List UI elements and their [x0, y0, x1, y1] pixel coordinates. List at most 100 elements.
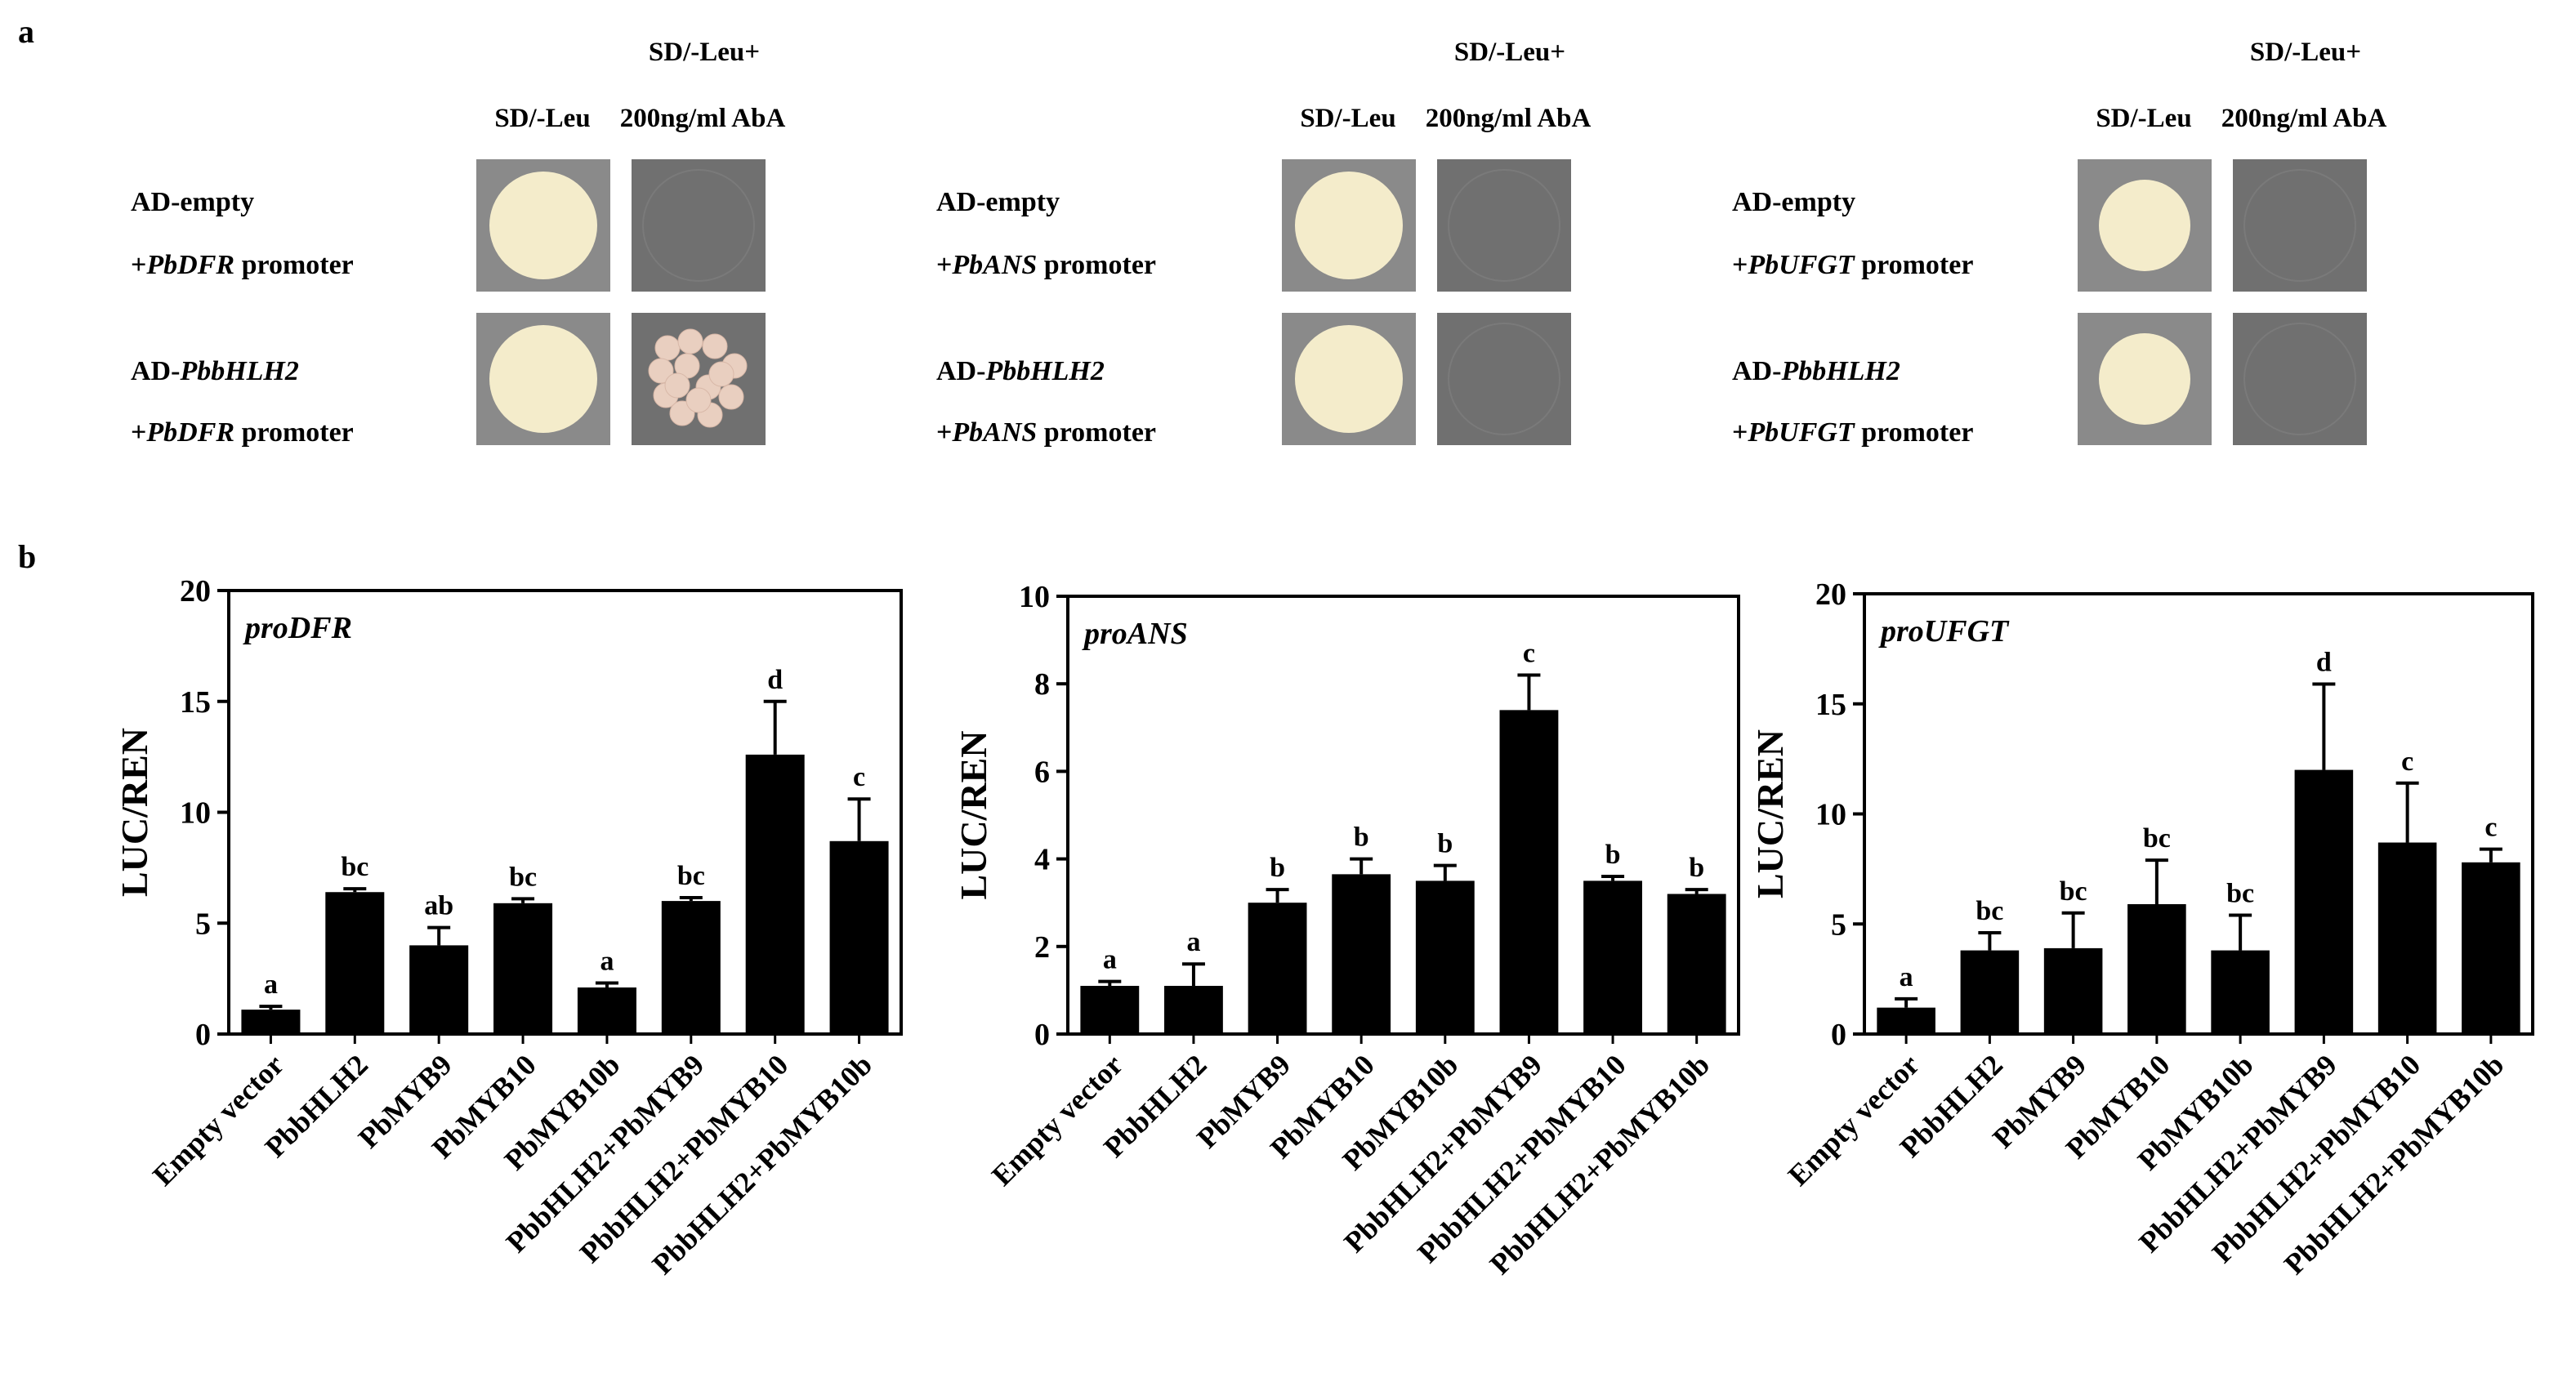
x-tick-label: Empty vector — [146, 1048, 290, 1192]
bar — [1877, 1007, 1935, 1034]
bar — [2127, 903, 2186, 1034]
yeast-plate — [476, 313, 610, 445]
significance-letter: b — [1437, 829, 1453, 859]
bar — [325, 892, 385, 1034]
yeast-colony-spot — [489, 172, 597, 279]
bar — [1583, 880, 1642, 1034]
plot-frame — [1066, 595, 1740, 1036]
significance-letter: a — [264, 970, 278, 1000]
yeast-colony — [718, 384, 744, 410]
empty-spot-outline — [2243, 323, 2356, 435]
yeast-plate — [2233, 313, 2367, 445]
significance-letter: a — [1103, 945, 1117, 975]
yeast-colony-spot — [489, 325, 597, 433]
panel-label-b: b — [18, 538, 36, 575]
y-axis-label: LUC/REN — [1749, 729, 1791, 898]
empty-spot-outline — [1448, 323, 1560, 435]
y-tick-label: 15 — [180, 685, 211, 720]
y-tick-label: 2 — [1034, 930, 1050, 965]
plate-background — [2233, 159, 2367, 292]
y-tick-label: 0 — [1831, 1018, 1846, 1052]
yeast-colony-spot — [2099, 333, 2190, 425]
bar — [1499, 710, 1559, 1034]
row-label-ad-empty: AD-empty — [1732, 187, 1855, 217]
row-label-ad-pbbhlh2: AD-PbbHLH2 — [936, 356, 1105, 386]
row-label-promoter: +PbUFGT promoter — [1732, 250, 1973, 280]
significance-letter: b — [1605, 840, 1621, 870]
yeast-colony — [648, 358, 674, 384]
plate-background — [632, 159, 766, 292]
bar — [1248, 903, 1307, 1034]
significance-letter: c — [1523, 638, 1535, 668]
yeast-plate — [2233, 159, 2367, 292]
y-tick-label: 10 — [1815, 798, 1846, 832]
bar — [1164, 986, 1223, 1034]
yeast-colony — [664, 372, 690, 399]
yeast-plate — [2078, 313, 2212, 445]
yeast-group-pbufgt: SD/-Leu+ SD/-Leu 200ng/ml AbA AD-empty +PbUF… — [1732, 38, 2386, 448]
header-sd-leu-plus: SD/-Leu+ — [2250, 38, 2361, 67]
bar — [2294, 769, 2354, 1034]
bar — [409, 945, 469, 1034]
significance-letter: bc — [2143, 823, 2171, 854]
bar — [577, 987, 636, 1034]
empty-spot-outline — [642, 169, 755, 282]
significance-letter: d — [2316, 647, 2332, 677]
significance-letter: bc — [341, 852, 368, 882]
significance-letter: ab — [424, 891, 453, 921]
chart-title: proANS — [1082, 617, 1188, 651]
row-label-promoter: +PbANS promoter — [936, 417, 1156, 448]
yeast-colony-spot — [2099, 180, 2190, 271]
row-label-promoter: +PbDFR promoter — [131, 250, 354, 280]
y-tick-label: 20 — [180, 574, 211, 608]
chart-title: proDFR — [243, 611, 352, 645]
y-tick-label: 20 — [1815, 577, 1846, 612]
y-tick-label: 5 — [1831, 907, 1846, 942]
y-tick-label: 8 — [1034, 667, 1050, 702]
significance-letter: a — [600, 947, 614, 977]
y-tick-label: 10 — [1019, 580, 1050, 614]
y-tick-label: 10 — [180, 796, 211, 831]
significance-letter: c — [853, 762, 865, 792]
x-tick-label: Empty vector — [1782, 1048, 1926, 1192]
significance-letter: c — [2484, 813, 2497, 843]
header-aba-concentration: 200ng/ml AbA — [2221, 104, 2387, 133]
significance-letter: b — [1689, 853, 1704, 883]
yeast-colony-spot — [1295, 325, 1403, 433]
y-axis-label: LUC/REN — [114, 728, 155, 897]
significance-letter: a — [1186, 927, 1200, 957]
bar — [2211, 950, 2270, 1034]
significance-letter: bc — [677, 861, 705, 891]
significance-letter: bc — [2060, 876, 2087, 907]
row-label-ad-pbbhlh2: AD-PbbHLH2 — [131, 356, 299, 386]
bar — [2377, 842, 2437, 1034]
y-tick-label: 15 — [1815, 688, 1846, 722]
yeast-colony — [654, 335, 681, 361]
yeast-colony — [702, 333, 728, 359]
significance-letter: b — [1270, 853, 1285, 883]
yeast-plate — [632, 159, 766, 292]
y-tick-label: 0 — [195, 1018, 211, 1052]
significance-letter: bc — [2226, 878, 2254, 908]
y-tick-label: 4 — [1034, 843, 1050, 877]
significance-letter: c — [2401, 747, 2413, 777]
significance-letter: a — [1900, 962, 1913, 992]
significance-letter: b — [1354, 822, 1369, 853]
header-aba-concentration: 200ng/ml AbA — [620, 104, 786, 133]
y-tick-label: 6 — [1034, 755, 1050, 789]
yeast-colony-spot — [1295, 172, 1403, 279]
yeast-plate — [1282, 159, 1416, 292]
yeast-colony — [677, 328, 703, 354]
yeast-colony — [685, 387, 712, 413]
plate-background — [2233, 313, 2367, 445]
x-tick-label: Empty vector — [985, 1048, 1129, 1192]
row-label-promoter: +PbUFGT promoter — [1732, 417, 1973, 448]
bar — [829, 840, 889, 1034]
yeast-plate — [2078, 159, 2212, 292]
row-label-promoter: +PbANS promoter — [936, 250, 1156, 280]
yeast-plate — [1437, 313, 1571, 445]
bar — [1960, 950, 2020, 1034]
